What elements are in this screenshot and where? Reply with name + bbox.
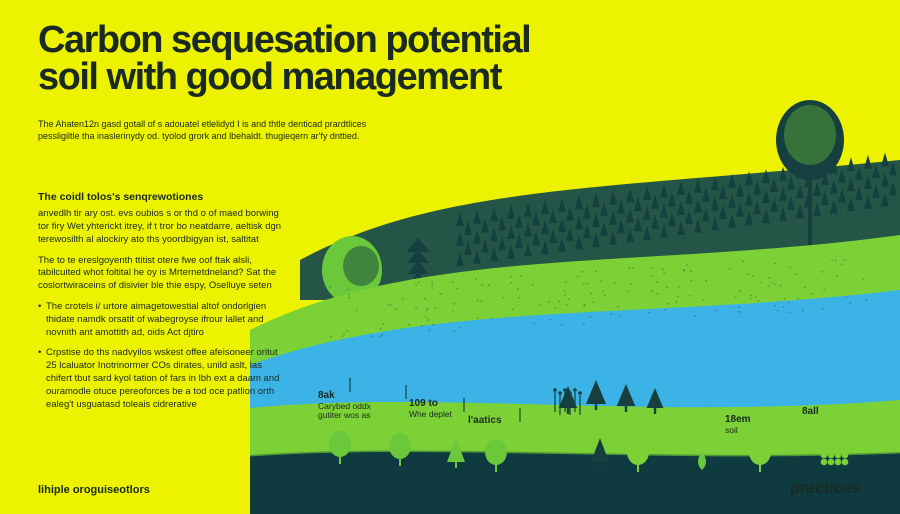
body-column: The coidl tolos's senqrewotiones anvedlh… (38, 190, 288, 420)
page-title: Carbon sequesation potential soil with g… (38, 22, 598, 96)
label-main: 18em (725, 414, 751, 425)
body-heading: The coidl tolos's senqrewotiones (38, 190, 288, 204)
body-bullet-2: Crpstise do ths nadvyilos wskest offee a… (38, 347, 288, 411)
label-sub: soil (725, 426, 751, 436)
label-main: 8ak (318, 390, 335, 401)
label-109to: 109 to Whe deplet (409, 398, 452, 419)
label-8all: 8all (802, 406, 819, 418)
body-para-2: The to te ereslgoyenth ttitist otere fwe… (38, 255, 288, 293)
label-laatics: l'aatics (468, 415, 502, 427)
label-main: 8all (802, 406, 819, 417)
label-18em-soil: 18em soil (725, 414, 751, 435)
label-main: 109 to (409, 398, 438, 409)
label-8ak: 8ak Carybed oddx gutiter wos as (318, 390, 388, 421)
footer-label: lihiple oroguiseotlors (38, 484, 150, 496)
label-sub: Whe deplet (409, 410, 452, 420)
label-practices: practices (790, 480, 860, 498)
body-para-1: anvedlh tir ary ost. evs oubios s or thd… (38, 208, 288, 246)
label-sub: Carybed oddx gutiter wos as (318, 402, 388, 422)
subtitle-text: The Ahaten12n gasd gotall of s adouatel … (38, 118, 398, 142)
infographic-canvas: Carbon sequesation potential soil with g… (0, 0, 900, 514)
title-line-1: Carbon sequesation potential (38, 22, 598, 59)
label-main: l'aatics (468, 415, 502, 426)
body-bullet-1: The crotels i/ urtore aimagetowestial al… (38, 301, 288, 339)
title-line-2: soil with good management (38, 59, 598, 96)
